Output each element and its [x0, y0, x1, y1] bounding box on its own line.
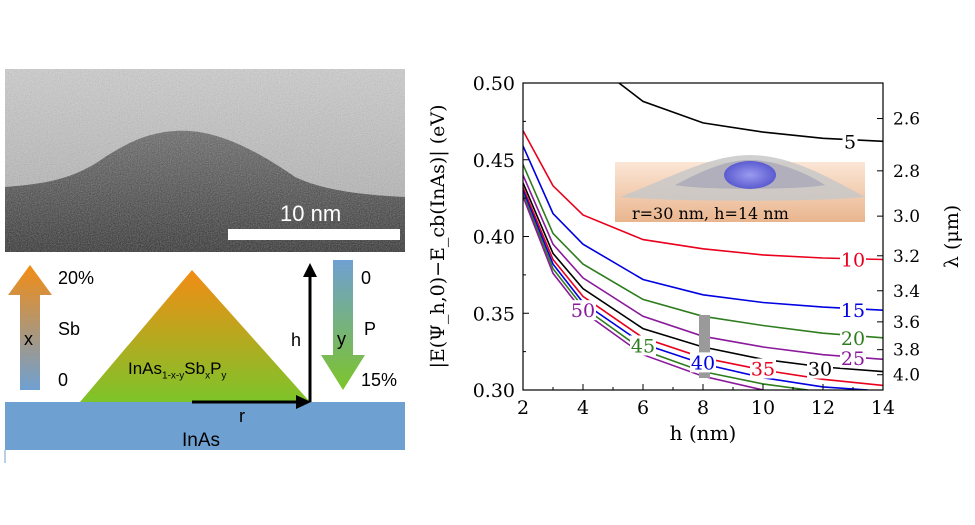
y-tick-label-0.50: 0.50	[473, 73, 515, 95]
sb-gradient-arrow	[8, 265, 52, 390]
p-gradient-arrow	[321, 260, 365, 390]
series-label-20: 20	[841, 328, 865, 350]
scale-bar-label: 10 nm	[280, 201, 342, 226]
x-tick-label-2: 2	[517, 397, 529, 419]
sb-min-label: 0	[58, 370, 69, 390]
x-tick-label-10: 10	[751, 397, 775, 419]
x-tick-label-12: 12	[811, 397, 835, 419]
x-tick-label-6: 6	[637, 397, 649, 419]
y-symbol: y	[337, 329, 346, 349]
series-label-bg-40	[690, 352, 716, 373]
quantum-dot-pyramid	[80, 270, 310, 402]
inas-substrate	[5, 402, 405, 450]
series-label-bg-45	[630, 335, 656, 356]
series-label-bg-20	[840, 327, 866, 348]
series-label-10: 10	[841, 250, 865, 272]
right-tick-label-3.4: 3.4	[893, 282, 920, 302]
inset-label: r=30 nm, h=14 nm	[632, 204, 789, 223]
x-tick-label-4: 4	[577, 397, 589, 419]
series-label-bg-10	[840, 249, 866, 270]
right-tick-label-3.8: 3.8	[893, 341, 920, 361]
y-axis-label-left: |E(Ψ_h,0)−E_cb(InAs)| (eV)	[427, 105, 449, 369]
sb-element-label: Sb	[58, 319, 81, 339]
series-label-bg-30	[807, 358, 833, 379]
series-label-40: 40	[691, 352, 715, 374]
series-line-20	[523, 164, 883, 339]
series-label-bg-50	[570, 300, 596, 321]
series-line-15	[523, 145, 883, 311]
right-tick-label-2.8: 2.8	[893, 162, 920, 182]
series-line-40	[523, 190, 869, 390]
scale-bar	[228, 229, 400, 240]
right-tick-label-4.0: 4.0	[893, 366, 920, 386]
composition-diagram: 20% 0 x Sb 0 15% y P h r InAs1-x-ySbxPy …	[0, 255, 420, 465]
y-tick-label-0.30: 0.30	[473, 380, 515, 402]
series-label-bg-5	[842, 131, 858, 152]
tem-image: 10 nm	[5, 69, 405, 252]
series-label-bg-25	[840, 347, 866, 368]
p-max-label: 15%	[361, 370, 398, 390]
x-symbol: x	[24, 329, 33, 349]
right-tick-label-3.0: 3.0	[893, 207, 920, 227]
dot-composition-formula: InAs1-x-ySbxPy	[128, 359, 227, 382]
x-axis-label: h (nm)	[670, 421, 737, 445]
series-label-45: 45	[631, 335, 655, 357]
series-label-30: 30	[808, 359, 832, 381]
series-label-bg-15	[840, 300, 866, 321]
series-line-5	[618, 83, 883, 143]
inset-dot-render	[615, 155, 865, 222]
series-line-25	[523, 174, 883, 361]
p-element-label: P	[364, 319, 377, 339]
energy-chart: 2 4 6 8 10 12 14 0.30 0.35 0.40 0.45 0.50 2.6 2.8 3.0 3…	[420, 60, 975, 465]
series-label-15: 15	[841, 300, 865, 322]
r-label: r	[239, 406, 245, 426]
series-label-bg-35	[750, 358, 776, 379]
series-label-35: 35	[751, 359, 775, 381]
y-axis-label-right: λ (μm)	[941, 205, 963, 268]
p-min-label: 0	[361, 268, 372, 288]
right-tick-label-2.6: 2.6	[893, 110, 920, 130]
substrate-label: InAs	[182, 430, 221, 451]
x-tick-label-14: 14	[871, 397, 895, 419]
series-line-50	[523, 196, 764, 390]
h-label: h	[291, 330, 302, 350]
series-label-50: 50	[571, 300, 595, 322]
series-label-5: 5	[844, 131, 856, 153]
series-label-25: 25	[841, 348, 865, 370]
x-tick-label-8: 8	[697, 397, 709, 419]
y-tick-label-0.45: 0.45	[473, 150, 515, 172]
right-tick-label-3.6: 3.6	[893, 313, 920, 333]
series-line-10	[523, 130, 883, 261]
y-tick-label-0.40: 0.40	[473, 227, 515, 249]
sb-max-label: 20%	[58, 268, 95, 288]
marker-bar	[699, 315, 710, 378]
y-tick-label-0.35: 0.35	[473, 303, 515, 325]
right-tick-label-3.2: 3.2	[893, 247, 920, 267]
